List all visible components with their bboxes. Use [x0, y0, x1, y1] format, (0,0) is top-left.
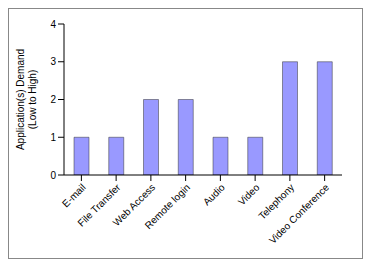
svg-text:3: 3: [50, 56, 56, 67]
svg-text:0: 0: [50, 170, 56, 181]
svg-text:Video Conference: Video Conference: [267, 181, 332, 246]
svg-text:Telephony: Telephony: [256, 181, 297, 222]
svg-text:Web Access: Web Access: [110, 181, 158, 229]
svg-text:File Transfer: File Transfer: [75, 181, 123, 229]
svg-text:1: 1: [50, 132, 56, 143]
svg-text:2: 2: [50, 94, 56, 105]
svg-text:Application(s) Demand(Low to H: Application(s) Demand(Low to High): [15, 49, 38, 150]
svg-text:Audio: Audio: [201, 181, 227, 207]
svg-text:Remote login: Remote login: [143, 182, 192, 231]
svg-text:Video: Video: [236, 181, 262, 207]
svg-text:E-mail: E-mail: [60, 182, 88, 210]
svg-text:4: 4: [50, 19, 56, 30]
